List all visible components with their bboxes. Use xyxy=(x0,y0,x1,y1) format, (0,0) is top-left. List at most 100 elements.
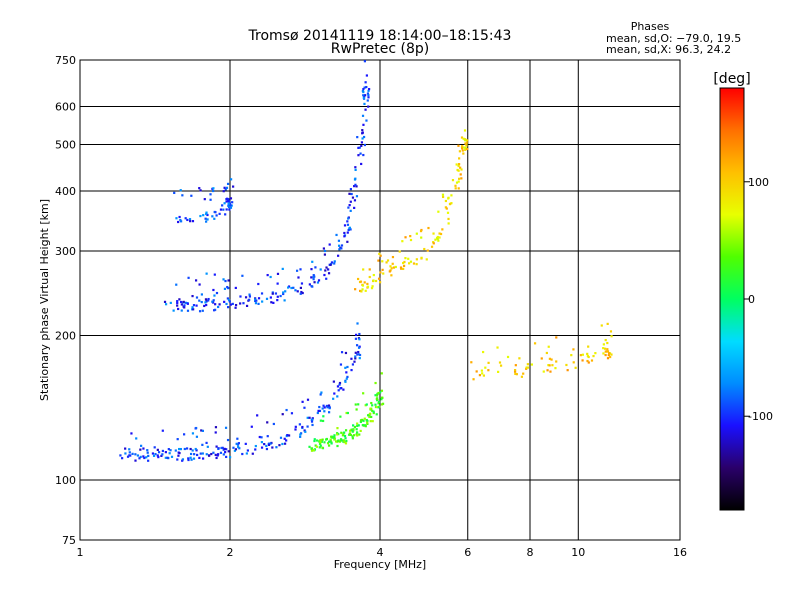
echo-point xyxy=(366,285,370,288)
echo-point xyxy=(457,180,460,183)
echo-point xyxy=(283,299,286,302)
echo-point xyxy=(218,212,221,215)
phase-info-o: mean, sd,O: −79.0, 19.5 xyxy=(606,32,741,45)
echo-point xyxy=(379,254,382,257)
echo-point xyxy=(306,398,310,401)
echo-point xyxy=(463,129,467,132)
echo-point xyxy=(285,439,288,442)
echo-point xyxy=(226,297,229,300)
echo-point xyxy=(549,370,552,373)
echo-point xyxy=(602,347,605,350)
echo-point xyxy=(227,202,230,205)
echo-point xyxy=(388,270,391,273)
echo-point xyxy=(206,213,209,217)
echo-point xyxy=(358,338,361,341)
echo-point xyxy=(218,303,221,306)
echo-point xyxy=(192,304,196,307)
echo-point xyxy=(227,299,231,302)
echo-point xyxy=(233,449,237,452)
echo-point xyxy=(272,422,275,426)
echo-point xyxy=(316,411,319,415)
echo-point xyxy=(265,447,269,451)
echo-point xyxy=(200,293,203,296)
echo-point xyxy=(213,217,216,220)
echo-point xyxy=(195,449,198,452)
echo-point xyxy=(223,287,227,290)
echo-point xyxy=(456,168,459,172)
y-axis-ticks: 75 100 200 300 400 500 600 750 xyxy=(55,54,76,547)
echo-point xyxy=(219,451,223,454)
echo-point xyxy=(176,304,179,307)
echo-point xyxy=(351,435,354,438)
echo-point xyxy=(193,453,196,456)
echo-point xyxy=(156,448,159,451)
echo-point xyxy=(409,238,413,242)
echo-point xyxy=(185,447,189,450)
echo-point xyxy=(481,372,484,375)
echo-point xyxy=(363,424,366,427)
echo-point xyxy=(224,213,227,216)
echo-point xyxy=(362,96,365,100)
echo-point xyxy=(548,357,552,360)
echo-point xyxy=(279,294,282,298)
echo-point xyxy=(174,449,177,452)
echo-point xyxy=(190,194,193,197)
echo-point xyxy=(146,449,149,452)
echo-point xyxy=(138,457,141,460)
echo-point xyxy=(346,375,349,379)
echo-point xyxy=(390,274,393,277)
echo-point xyxy=(606,341,609,345)
echo-point xyxy=(282,292,285,296)
echo-point xyxy=(480,369,483,372)
echo-point xyxy=(212,187,215,190)
echo-point xyxy=(353,425,357,429)
echo-point xyxy=(346,365,349,369)
echo-point xyxy=(199,452,202,455)
echo-point xyxy=(177,220,180,224)
colorbar-label: [deg] xyxy=(713,71,750,87)
echo-point xyxy=(225,208,228,211)
echo-point xyxy=(179,218,182,222)
echo-point xyxy=(340,351,344,354)
echo-point xyxy=(263,442,266,446)
echo-point xyxy=(357,146,360,149)
echo-point xyxy=(134,453,137,456)
echo-point xyxy=(347,206,350,209)
echo-point xyxy=(363,143,367,147)
echo-point xyxy=(265,297,269,300)
echo-point xyxy=(207,297,210,301)
echo-point xyxy=(400,267,403,270)
y-tick-label: 200 xyxy=(55,330,76,343)
echo-point xyxy=(356,277,360,281)
echo-point xyxy=(458,157,461,160)
echo-point xyxy=(348,226,351,229)
echo-point xyxy=(224,188,227,191)
echo-point xyxy=(226,306,230,309)
echo-point xyxy=(513,369,517,372)
echo-point xyxy=(206,445,209,448)
echo-point xyxy=(332,397,335,400)
echo-point xyxy=(237,442,240,445)
echo-point xyxy=(377,259,380,262)
echo-point xyxy=(169,301,172,305)
echo-point xyxy=(364,289,367,292)
echo-point xyxy=(176,458,179,461)
echo-point xyxy=(345,439,348,443)
echo-point xyxy=(334,440,338,443)
echo-point xyxy=(432,241,435,244)
x-tick-label: 6 xyxy=(464,546,471,559)
echo-point xyxy=(286,434,289,437)
echo-point xyxy=(308,416,311,419)
echo-point xyxy=(356,136,359,139)
echo-point xyxy=(271,291,274,294)
echo-point xyxy=(255,299,258,302)
echo-point xyxy=(335,233,338,237)
echo-point xyxy=(176,438,179,441)
echo-point xyxy=(340,247,343,250)
echo-point xyxy=(320,391,323,394)
echo-point xyxy=(572,361,575,364)
echo-point xyxy=(349,200,352,203)
echo-point xyxy=(357,346,361,349)
echo-point xyxy=(246,449,249,452)
echo-point xyxy=(342,439,345,442)
